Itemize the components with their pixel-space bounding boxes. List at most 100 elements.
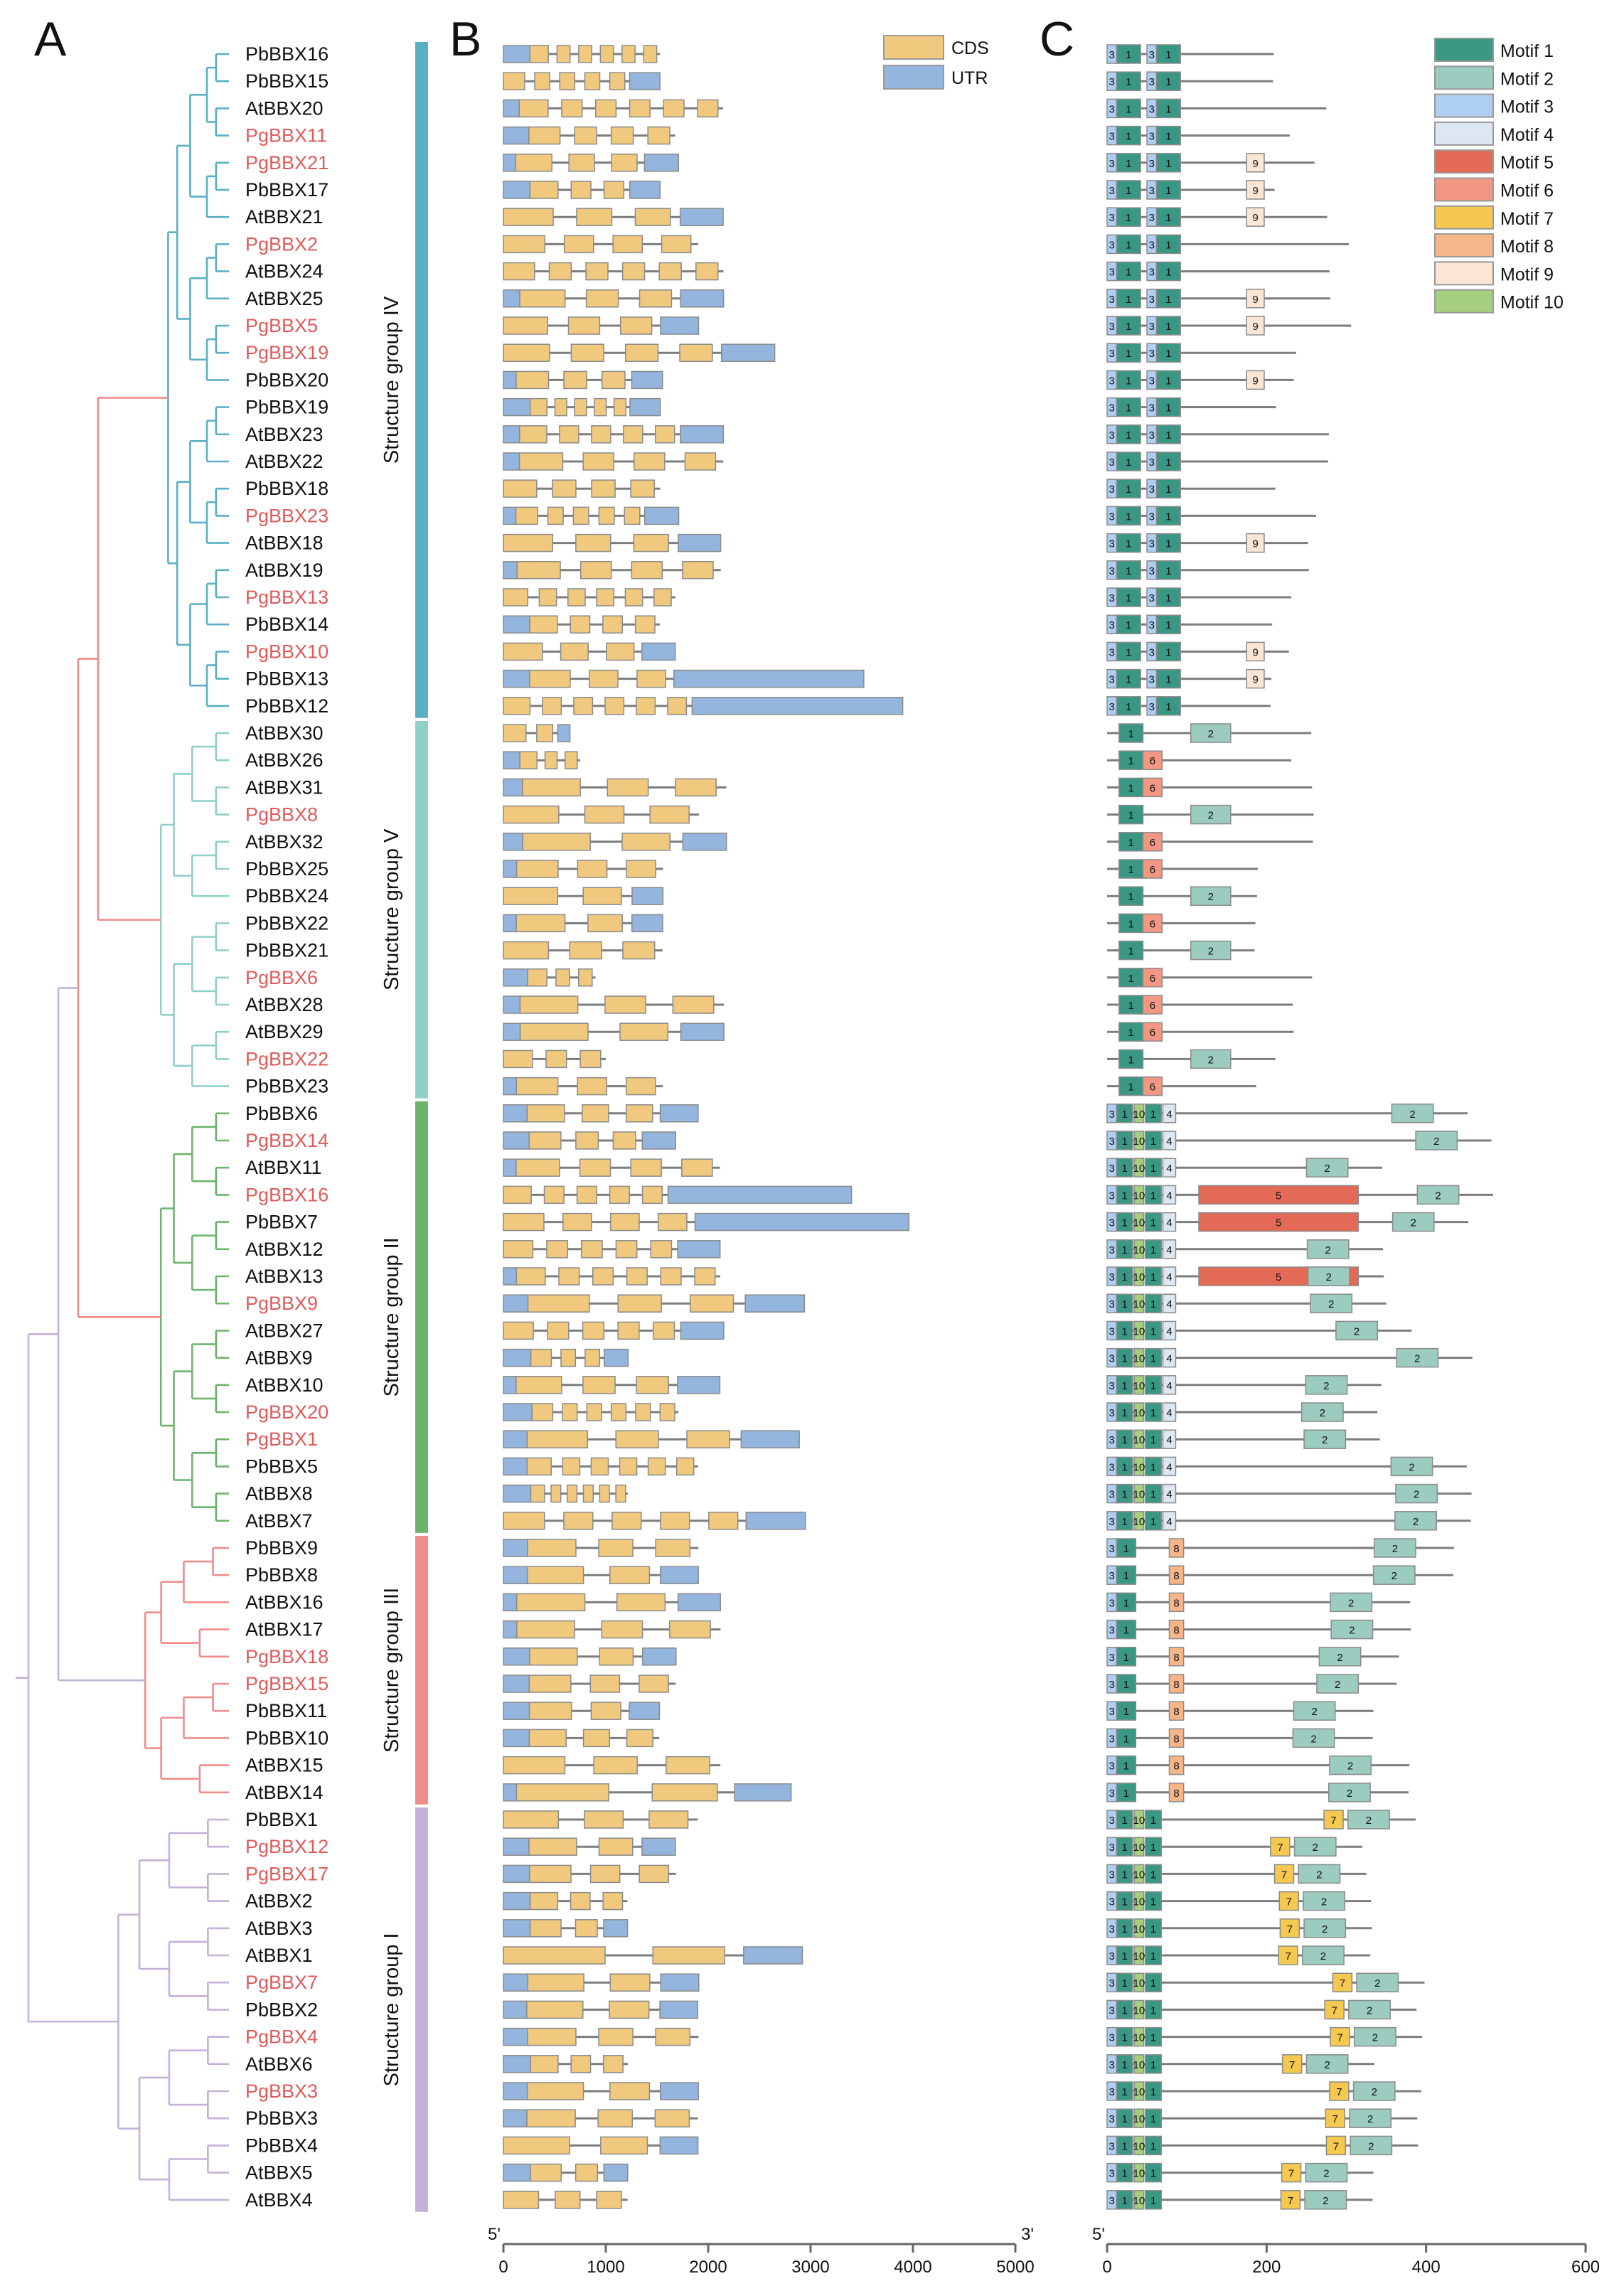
motif-3-number: 3 bbox=[1109, 1109, 1115, 1121]
motif-2-number: 2 bbox=[1435, 1190, 1441, 1202]
motif-10-number: 10 bbox=[1133, 1298, 1145, 1310]
motif-10-number: 10 bbox=[1133, 1489, 1145, 1501]
cds-block bbox=[686, 1430, 730, 1448]
cds-block bbox=[503, 1049, 533, 1069]
motif-9-box bbox=[1246, 207, 1265, 227]
motif-4-number: 4 bbox=[1166, 1190, 1172, 1202]
motif-10-number: 10 bbox=[1133, 1896, 1145, 1908]
motif-legend-swatch-9 bbox=[1434, 261, 1494, 286]
motif-2-box bbox=[1293, 1701, 1336, 1721]
motif-1-number: 1 bbox=[1128, 1054, 1133, 1066]
motif-1-number: 1 bbox=[1122, 1163, 1128, 1175]
motif-1-box bbox=[1155, 668, 1181, 689]
gene-name-AtBBX19: AtBBX19 bbox=[245, 560, 324, 581]
motif-1-box bbox=[1145, 1810, 1163, 1830]
motif-1-box bbox=[1155, 587, 1181, 607]
cds-block bbox=[679, 343, 713, 362]
motif-1-number: 1 bbox=[1150, 1950, 1156, 1962]
motif-7-number: 7 bbox=[1340, 1977, 1345, 1989]
utr-block bbox=[660, 1566, 699, 1584]
cds-block bbox=[526, 2109, 576, 2127]
cds-block bbox=[570, 615, 591, 634]
cds-block bbox=[580, 1240, 603, 1259]
motif-7-number: 7 bbox=[1288, 2195, 1293, 2207]
motif-2-box bbox=[1329, 1755, 1372, 1775]
group-bar-II bbox=[415, 1101, 428, 1533]
cds-block bbox=[626, 860, 656, 878]
cds-block bbox=[503, 1512, 545, 1530]
cds-block bbox=[641, 1185, 663, 1205]
gene-name-PgBBX17: PgBBX17 bbox=[245, 1863, 328, 1884]
motif-5-number: 5 bbox=[1276, 1190, 1281, 1202]
utr-block bbox=[503, 154, 517, 172]
motif-3-number: 3 bbox=[1109, 565, 1115, 577]
motif-2-box bbox=[1190, 804, 1232, 825]
motif-2-box bbox=[1304, 2190, 1347, 2210]
motif-2-box bbox=[1349, 2108, 1392, 2128]
motif-10-number: 10 bbox=[1133, 1244, 1145, 1256]
motif-3-number: 3 bbox=[1149, 185, 1155, 197]
cds-block bbox=[516, 1620, 575, 1639]
cds-block bbox=[636, 1376, 669, 1394]
motif-1-number: 1 bbox=[1122, 1380, 1128, 1392]
motif-1-box bbox=[1116, 641, 1141, 662]
motif-1-number: 1 bbox=[1165, 321, 1171, 333]
gene-name-PbBBX6: PbBBX6 bbox=[245, 1103, 318, 1124]
motif-8-box bbox=[1168, 1619, 1185, 1640]
motif-1-number: 1 bbox=[1150, 1353, 1156, 1365]
cds-block bbox=[566, 1484, 578, 1503]
motif-4-box bbox=[1162, 1158, 1177, 1177]
legend-cds-swatch bbox=[883, 35, 944, 60]
motif-4-number: 4 bbox=[1166, 1136, 1172, 1148]
motif-1-number: 1 bbox=[1150, 1977, 1156, 1989]
motif-3-number: 3 bbox=[1109, 158, 1115, 170]
cds-block bbox=[647, 126, 671, 145]
cds-block bbox=[652, 1946, 725, 1965]
cds-block bbox=[650, 1240, 673, 1259]
motif-1-number: 1 bbox=[1122, 1869, 1128, 1881]
cds-block bbox=[621, 833, 671, 851]
motif-2-box bbox=[1190, 1049, 1232, 1069]
motif-1-box bbox=[1116, 2026, 1133, 2047]
cds-block bbox=[503, 235, 545, 254]
motif-1-number: 1 bbox=[1128, 973, 1133, 985]
motif-1-box bbox=[1145, 1293, 1163, 1313]
cds-block bbox=[582, 1484, 594, 1503]
motif-2-box bbox=[1305, 1375, 1348, 1395]
motif-3-number: 3 bbox=[1109, 212, 1115, 224]
cds-block bbox=[669, 1620, 711, 1639]
motif-7-number: 7 bbox=[1288, 2168, 1294, 2180]
cds-block bbox=[694, 1267, 716, 1286]
utr-block bbox=[678, 533, 722, 552]
legend-cds-label: CDS bbox=[951, 38, 989, 58]
motif-2-number: 2 bbox=[1316, 1869, 1322, 1881]
motif-1-number: 1 bbox=[1122, 2059, 1128, 2071]
motif-3-number: 3 bbox=[1109, 267, 1115, 279]
cds-block bbox=[609, 1566, 651, 1584]
motif-1-box bbox=[1116, 1293, 1133, 1313]
motif-2-number: 2 bbox=[1321, 1896, 1327, 1908]
gene-name-PbBBX3: PbBBX3 bbox=[245, 2108, 318, 2129]
cds-block bbox=[528, 1729, 567, 1748]
motif-1-number: 1 bbox=[1165, 185, 1171, 197]
motif-2-box bbox=[1310, 1293, 1353, 1313]
cds-block bbox=[667, 697, 688, 715]
motif-7-number: 7 bbox=[1332, 2113, 1338, 2125]
motif-legend-label-4: Motif 4 bbox=[1500, 125, 1554, 145]
motif-10-box bbox=[1133, 1483, 1145, 1504]
motif-2-number: 2 bbox=[1347, 1788, 1352, 1800]
utr-block bbox=[503, 995, 521, 1014]
motif-10-number: 10 bbox=[1133, 1516, 1145, 1528]
structure-group-bars: Structure group IV Structure group V Struc… bbox=[380, 42, 428, 2212]
motif-4-box bbox=[1162, 1511, 1177, 1531]
cds-block bbox=[526, 1457, 552, 1476]
motif-3-number: 3 bbox=[1109, 1516, 1115, 1528]
motif-2-box bbox=[1416, 1185, 1460, 1205]
motif-1-number: 1 bbox=[1165, 646, 1171, 658]
cds-block bbox=[519, 751, 538, 769]
utr-block bbox=[503, 289, 520, 308]
motif-2-number: 2 bbox=[1409, 1461, 1414, 1473]
utr-block bbox=[503, 1702, 530, 1720]
cds-block bbox=[600, 2136, 648, 2155]
cds-block bbox=[584, 1348, 600, 1367]
